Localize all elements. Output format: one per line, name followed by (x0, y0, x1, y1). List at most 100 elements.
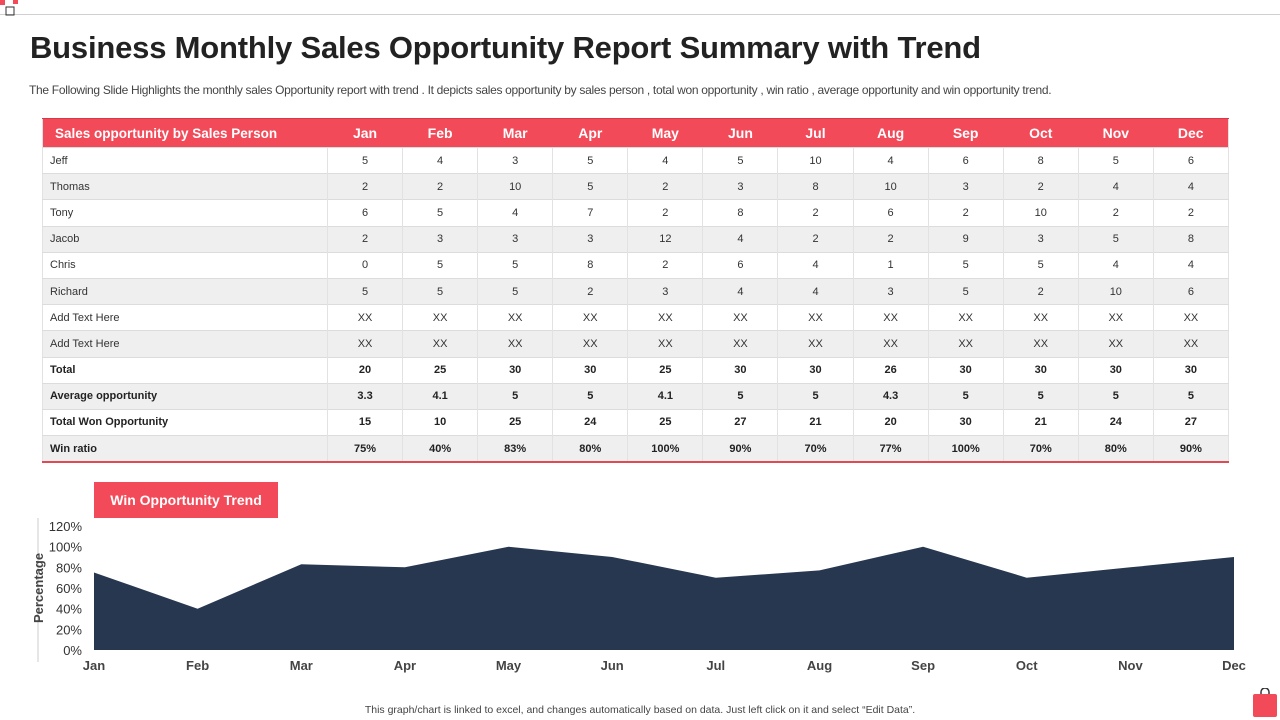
table-cell: 83% (477, 435, 553, 464)
table-cell: 2 (777, 225, 854, 253)
table-cell: 21 (777, 408, 854, 436)
table-row: Thomas 2 2 10 5 2 3 8 10 3 2 4 4 (42, 173, 1229, 200)
table-cell: 4.1 (402, 382, 478, 410)
table-cell: XX (927, 304, 1004, 331)
table-cell: 6 (702, 251, 778, 279)
table-row: Tony 6 5 4 7 2 8 2 6 2 10 2 2 (42, 199, 1229, 227)
table-cell: 5 (927, 251, 1004, 279)
table-cell: 2 (627, 251, 703, 279)
table-cell: 20 (326, 356, 403, 384)
table-cell: 6 (1152, 146, 1229, 174)
table-cell: 5 (477, 251, 553, 279)
table-cell: 75% (326, 435, 403, 464)
table-cell: 40% (402, 435, 478, 464)
y-tick-label: 80% (56, 560, 82, 575)
table-cell: 4 (702, 225, 778, 253)
page-title: Business Monthly Sales Opportunity Repor… (30, 30, 981, 65)
table-cell: 5 (326, 146, 403, 174)
table-cell: 6 (1152, 277, 1229, 305)
table-cell: 1 (852, 251, 929, 279)
table-cell: 20 (852, 408, 929, 436)
row-label: Chris (42, 251, 328, 279)
table-cell: 30 (552, 356, 628, 384)
table-cell: XX (552, 304, 628, 331)
table-cell: 10 (777, 146, 854, 174)
row-label: Jacob (42, 225, 328, 253)
table-cell: 2 (627, 173, 703, 200)
month-header-jan: Jan (327, 118, 403, 148)
table-cell: 8 (552, 251, 628, 279)
table-cell: XX (326, 304, 403, 331)
table-cell: 15 (326, 408, 403, 436)
table-cell: 90% (1152, 435, 1229, 464)
table-cell: XX (1002, 304, 1079, 331)
table-cell: 2 (1002, 173, 1079, 200)
x-tick-label: Jan (83, 658, 105, 673)
table-cell: XX (1152, 330, 1229, 357)
table-cell: 5 (552, 382, 628, 410)
corner-marker-icon (0, 0, 18, 16)
table-cell: 3 (477, 146, 553, 174)
month-header-sep: Sep (928, 118, 1004, 148)
table-cell: 6 (927, 146, 1004, 174)
y-tick-label: 0% (63, 643, 82, 658)
table-cell: 4 (702, 277, 778, 305)
table-row: Chris 0 5 5 8 2 6 4 1 5 5 4 4 (42, 251, 1229, 279)
table-cell: XX (1002, 330, 1079, 357)
table-cell: 30 (777, 356, 854, 384)
row-label: Add Text Here (42, 304, 328, 331)
table-cell: 2 (1077, 199, 1154, 227)
month-header-may: May (627, 118, 703, 148)
table-cell: 3 (702, 173, 778, 200)
table-row: Add Text Here XX XX XX XX XX XX XX XX XX XX XX XX (42, 304, 1229, 331)
table-cell: 6 (326, 199, 403, 227)
table-cell: 90% (702, 435, 778, 464)
month-header-jul: Jul (777, 118, 854, 148)
table-cell: 0 (326, 251, 403, 279)
x-tick-label: Dec (1222, 658, 1246, 673)
table-cell: XX (477, 330, 553, 357)
table-cell: 6 (852, 199, 929, 227)
table-cell: 30 (477, 356, 553, 384)
table-row: Total Won Opportunity 15 10 25 24 25 27 21 20 30 2… (42, 408, 1229, 436)
table-cell: 5 (552, 146, 628, 174)
table-cell: 4 (1152, 173, 1229, 200)
table-cell: 5 (927, 277, 1004, 305)
table-cell: 8 (1152, 225, 1229, 253)
table-cell: 30 (1002, 356, 1079, 384)
table-row: Jeff 5 4 3 5 4 5 10 4 6 8 5 6 (42, 146, 1229, 174)
row-label: Jeff (42, 146, 328, 174)
table-cell: XX (1077, 304, 1154, 331)
table-cell: 25 (627, 356, 703, 384)
table-cell: XX (402, 330, 478, 357)
table-cell: 27 (702, 408, 778, 436)
table-cell: 5 (1152, 382, 1229, 410)
y-axis-label: Percentage (31, 553, 46, 623)
table-cell: 4.3 (852, 382, 929, 410)
win-trend-chart: 0% 20% 40% 60% 80% 100% 120% Jan Feb Mar Apr May Jun… (31, 518, 1246, 673)
table-cell: 5 (702, 382, 778, 410)
table-cell: 2 (402, 173, 478, 200)
table-cell: 2 (1002, 277, 1079, 305)
table-cell: 5 (927, 382, 1004, 410)
table-cell: 7 (552, 199, 628, 227)
table-cell: XX (1152, 304, 1229, 331)
y-tick-label: 40% (56, 602, 82, 617)
table-cell: 4 (777, 277, 854, 305)
table-cell: 10 (852, 173, 929, 200)
row-label: Tony (42, 199, 328, 227)
table-cell: 10 (1002, 199, 1079, 227)
table-cell: XX (552, 330, 628, 357)
table-cell: 8 (1002, 146, 1079, 174)
table-cell: 21 (1002, 408, 1079, 436)
table-cell: 30 (702, 356, 778, 384)
table-cell: 4 (1077, 251, 1154, 279)
top-divider (0, 14, 1280, 15)
row-label: Total (42, 356, 328, 384)
month-header-feb: Feb (402, 118, 478, 148)
month-header-oct: Oct (1003, 118, 1079, 148)
row-label: Total Won Opportunity (42, 408, 328, 436)
row-label: Win ratio (42, 435, 328, 464)
table-cell: 4 (777, 251, 854, 279)
table-cell: XX (477, 304, 553, 331)
